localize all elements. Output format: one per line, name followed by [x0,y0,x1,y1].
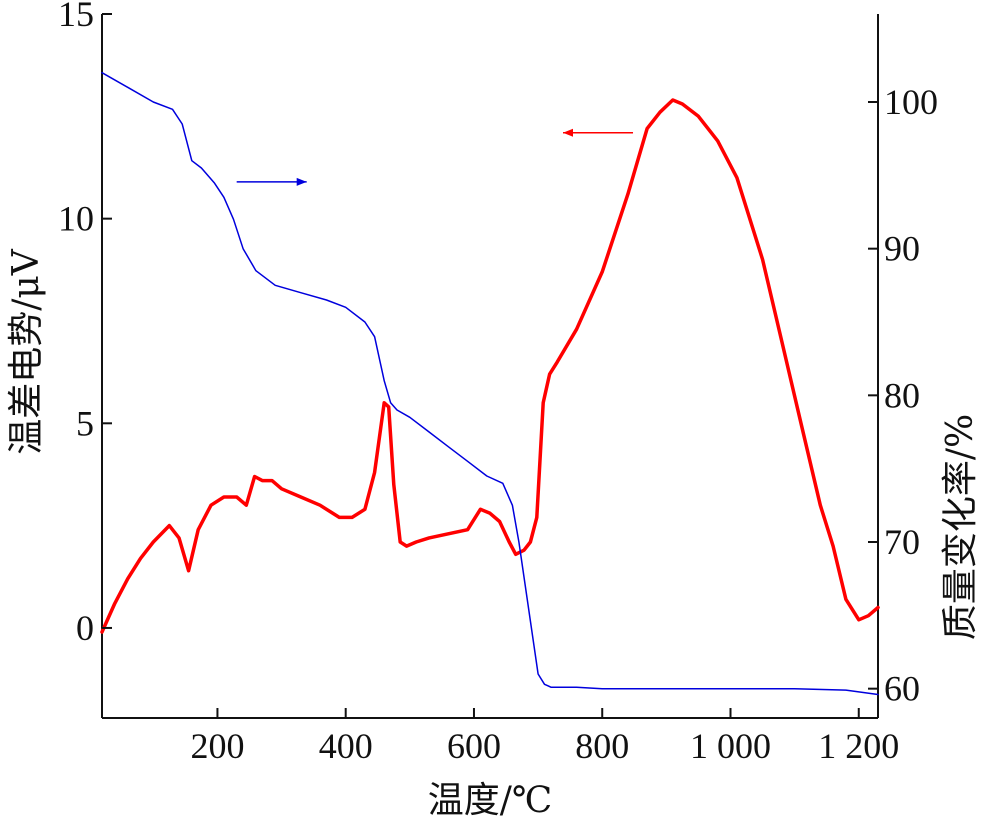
curves [100,71,880,696]
ticks: 200 400 600 800 1 000 1 200 0 5 10 15 60 70 80 90 100 [58,0,938,766]
y-left-tick-label: 10 [58,199,94,239]
y-right-tick-label: 80 [884,375,920,415]
x-tick-label: 1 000 [690,726,771,766]
y-right-tick-label: 100 [884,82,938,122]
x-tick-label: 400 [319,726,373,766]
annotation-arrow-head [296,177,307,186]
y-right-tick-label: 90 [884,229,920,269]
axes [101,14,879,719]
annotation-arrow-head [563,128,574,137]
y-right-axis-title: 质量变化率/% [940,414,981,640]
y-right-tick-label: 70 [884,522,920,562]
x-axis-title: 温度/℃ [428,780,552,820]
x-tick-label: 600 [447,726,501,766]
y-left-tick-label: 0 [76,608,94,648]
dta-curve [100,98,880,634]
y-left-tick-label: 5 [76,403,94,443]
tg-curve [101,71,879,696]
annotations [236,128,634,186]
y-right-tick-label: 60 [884,669,920,709]
x-tick-label: 800 [575,726,629,766]
y-left-tick-label: 15 [58,0,94,34]
y-left-axis-title: 温差电势/μV [6,248,47,455]
x-tick-label: 1 200 [818,726,899,766]
x-tick-label: 200 [190,726,244,766]
